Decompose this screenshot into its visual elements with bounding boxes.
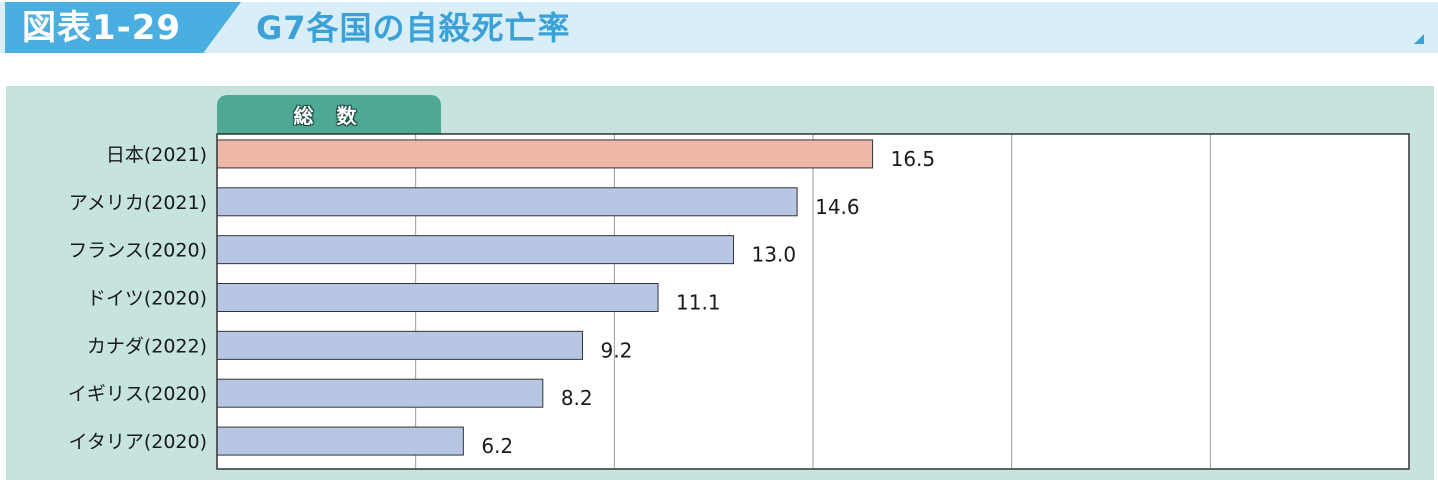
header-band [0, 2, 1438, 53]
value-label: 6.2 [481, 434, 513, 458]
bar [216, 330, 584, 360]
value-label: 9.2 [601, 338, 633, 362]
category-label: イギリス(2020) [68, 383, 207, 405]
category-label: イタリア(2020) [69, 431, 207, 453]
plot-border [216, 133, 1410, 470]
category-label: アメリカ(2021) [69, 192, 207, 214]
figure-number: 図表1-29 [22, 8, 182, 48]
series-tab: 総 数 [217, 95, 441, 134]
category-label: フランス(2020) [68, 240, 207, 262]
value-label: 16.5 [891, 147, 936, 171]
bar [216, 187, 798, 217]
bar [216, 426, 464, 456]
value-label: 11.1 [676, 291, 721, 315]
corner-triangle-icon [1414, 34, 1424, 44]
value-label: 14.6 [815, 195, 860, 219]
bar [216, 283, 659, 312]
bar [216, 378, 544, 408]
category-label: ドイツ(2020) [87, 288, 207, 310]
category-label: 日本(2021) [106, 144, 207, 166]
figure-title: G7各国の自殺死亡率 [256, 9, 571, 47]
bar [216, 235, 735, 265]
category-label: カナダ(2022) [87, 335, 207, 357]
bar [216, 139, 874, 169]
figure-header: 図表1-29 G7各国の自殺死亡率 [0, 0, 1438, 58]
value-label: 13.0 [752, 243, 797, 267]
figure-number-tab [5, 2, 241, 53]
value-label: 8.2 [561, 386, 593, 410]
